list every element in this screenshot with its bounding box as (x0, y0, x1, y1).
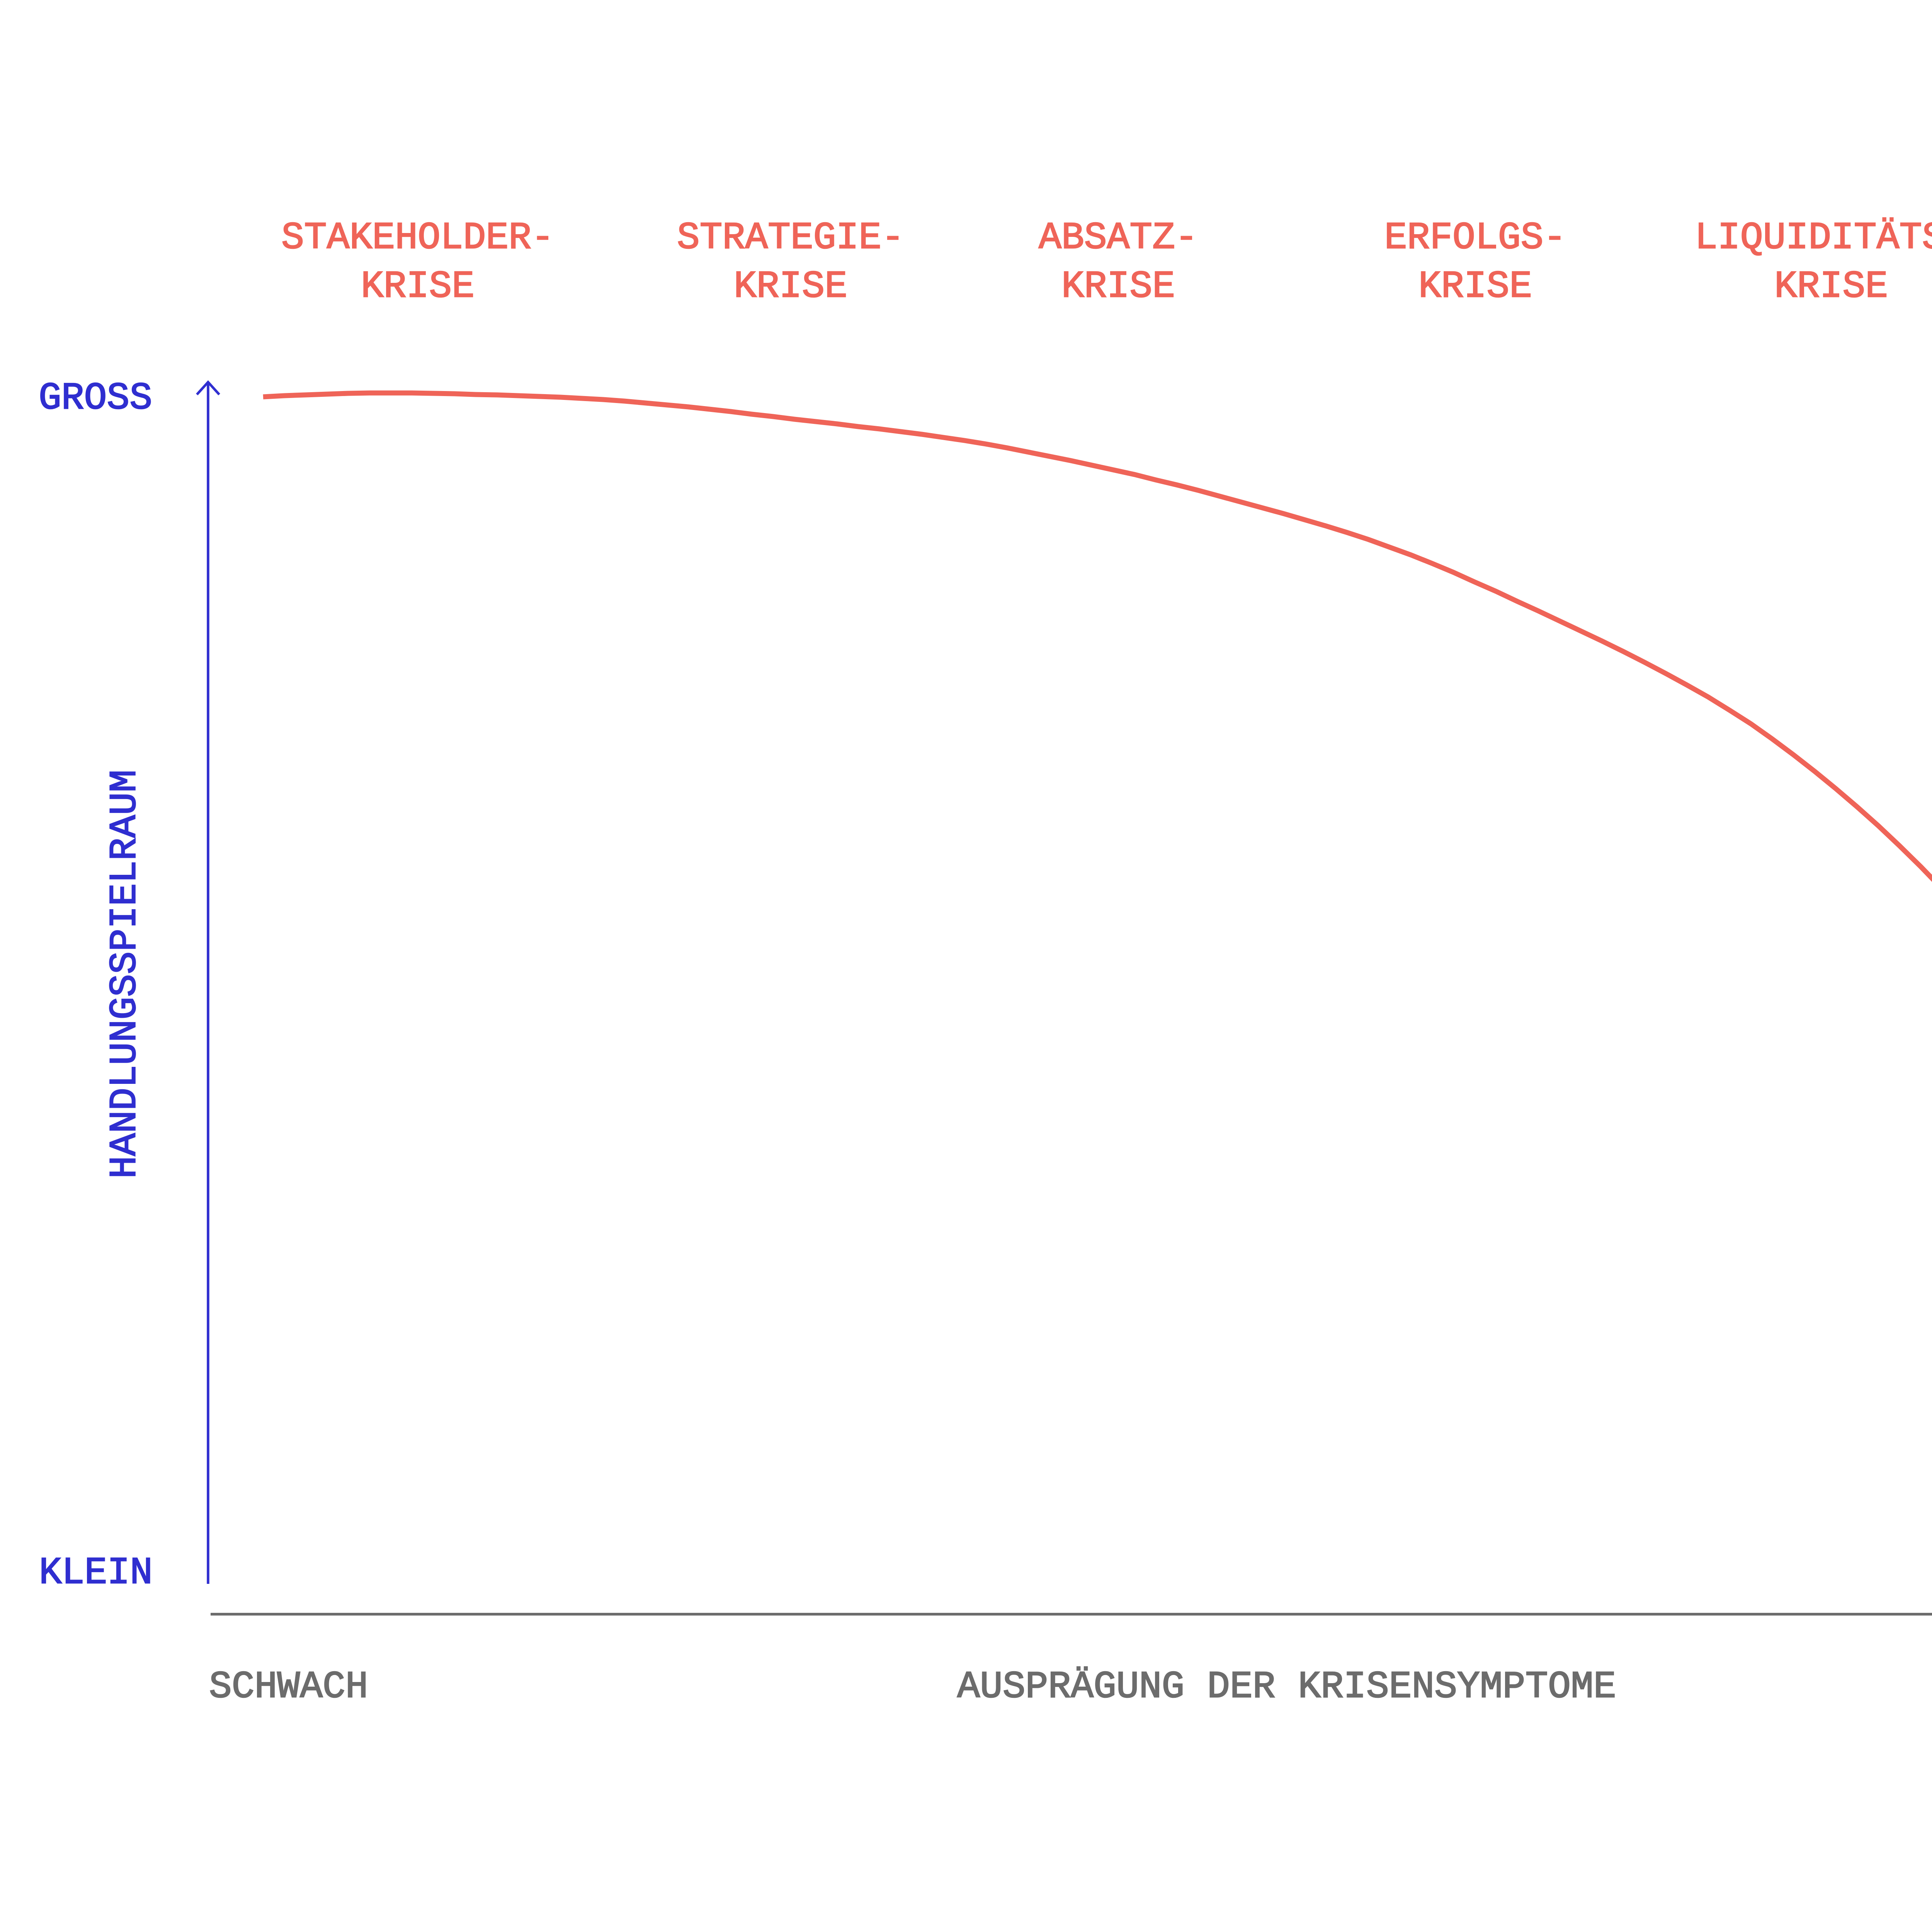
svg-text:KRISE: KRISE (734, 265, 847, 308)
svg-text:AUSPRÄGUNG DER KRISENSYMPTOME: AUSPRÄGUNG DER KRISENSYMPTOME (957, 1666, 1616, 1709)
svg-text:ERFOLGS-: ERFOLGS- (1384, 217, 1566, 260)
svg-text:SCHWACH: SCHWACH (209, 1666, 368, 1709)
svg-text:KRISE: KRISE (361, 265, 474, 308)
svg-text:ABSATZ-: ABSATZ- (1039, 217, 1198, 260)
svg-text:LIQUIDITÄTS-: LIQUIDITÄTS- (1695, 217, 1932, 260)
svg-text:GROSS: GROSS (39, 377, 152, 420)
svg-text:KRISE: KRISE (1418, 265, 1532, 308)
svg-text:HANDLUNGSSPIELRAUM: HANDLUNGSSPIELRAUM (104, 770, 147, 1179)
svg-text:KRISE: KRISE (1774, 265, 1888, 308)
svg-text:KRISE: KRISE (1061, 265, 1175, 308)
svg-text:KLEIN: KLEIN (39, 1552, 153, 1595)
svg-text:STAKEHOLDER-: STAKEHOLDER- (281, 217, 554, 260)
svg-text:STRATEGIE-: STRATEGIE- (677, 217, 904, 260)
